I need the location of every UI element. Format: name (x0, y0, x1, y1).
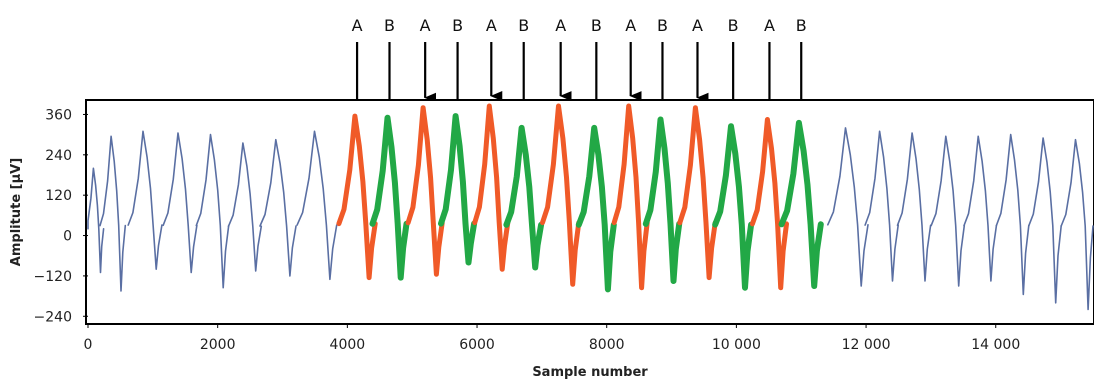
beat-b-18 (642, 116, 683, 284)
x-tick-label: 2000 (200, 337, 236, 353)
y-tick-label: −120 (34, 269, 72, 285)
beat-baseline-25 (896, 132, 932, 282)
beat-a-15 (540, 103, 582, 287)
beat-a-9 (336, 113, 378, 281)
y-axis: 360 240 120 0 −120 −240 (34, 107, 88, 325)
beat-baseline-26 (930, 135, 966, 287)
beat-b-20 (712, 123, 755, 291)
marker-label-b: B (796, 16, 807, 35)
x-tick-label: 12 000 (842, 337, 891, 353)
y-tick-label: 120 (45, 188, 72, 204)
beat-baseline-2 (99, 135, 127, 292)
signal-traces (87, 103, 1094, 311)
beat-a-19 (677, 105, 718, 281)
beat-a-13 (472, 103, 511, 272)
beat-b-10 (369, 114, 410, 281)
beat-baseline-27 (963, 135, 998, 282)
marker-label-b: B (384, 16, 395, 35)
beat-b-16 (575, 124, 617, 293)
marker-label-a: A (555, 16, 566, 35)
marker-label-a: A (486, 16, 497, 35)
y-tick-label: −240 (34, 309, 72, 325)
beat-a-11 (405, 105, 445, 277)
marker-label-b: B (657, 16, 668, 35)
beat-baseline-23 (827, 127, 869, 287)
x-axis-title: Sample number (532, 365, 648, 380)
beat-baseline-24 (864, 130, 899, 282)
x-tick-label: 4000 (330, 337, 366, 353)
beat-b-12 (438, 113, 478, 266)
x-axis: 0 2000 4000 6000 8000 10 000 12 000 14 000 (84, 323, 1020, 353)
marker-label-b: B (591, 16, 602, 35)
beat-baseline-8 (296, 130, 338, 281)
marker-label-a: A (420, 16, 431, 35)
marker-label-b: B (518, 16, 529, 35)
x-tick-label: 8000 (589, 337, 625, 353)
x-tick-label: 6000 (459, 337, 495, 353)
beat-b-14 (503, 124, 545, 271)
marker-label-a: A (352, 16, 363, 35)
x-tick-label: 14 000 (971, 337, 1020, 353)
beat-baseline-7 (259, 138, 297, 277)
y-tick-label: 240 (45, 148, 72, 164)
beat-baseline-30 (1060, 138, 1094, 311)
plot-frame (85, 99, 1094, 325)
beat-baseline-29 (1028, 137, 1062, 304)
marker-label-a: A (625, 16, 636, 35)
x-tick-label: 0 (84, 337, 93, 353)
marker-label-b: B (728, 16, 739, 35)
y-axis-title: Amplitute [µV] (9, 158, 24, 266)
marker-label-b: B (452, 16, 463, 35)
marker-label-a: A (692, 16, 703, 35)
beat-a-21 (749, 117, 789, 291)
x-tick-label: 10 000 (712, 337, 761, 353)
beat-baseline-5 (195, 133, 230, 289)
beat-baseline-4 (162, 132, 198, 274)
beat-baseline-3 (127, 130, 163, 270)
marker-label-a: A (764, 16, 775, 35)
beat-b-22 (778, 119, 824, 289)
y-tick-label: 360 (45, 107, 72, 123)
beat-baseline-28 (995, 133, 1030, 296)
y-tick-label: 0 (63, 229, 72, 245)
beat-baseline-1 (87, 167, 105, 274)
beat-baseline-6 (227, 142, 263, 272)
beat-a-17 (611, 103, 650, 291)
